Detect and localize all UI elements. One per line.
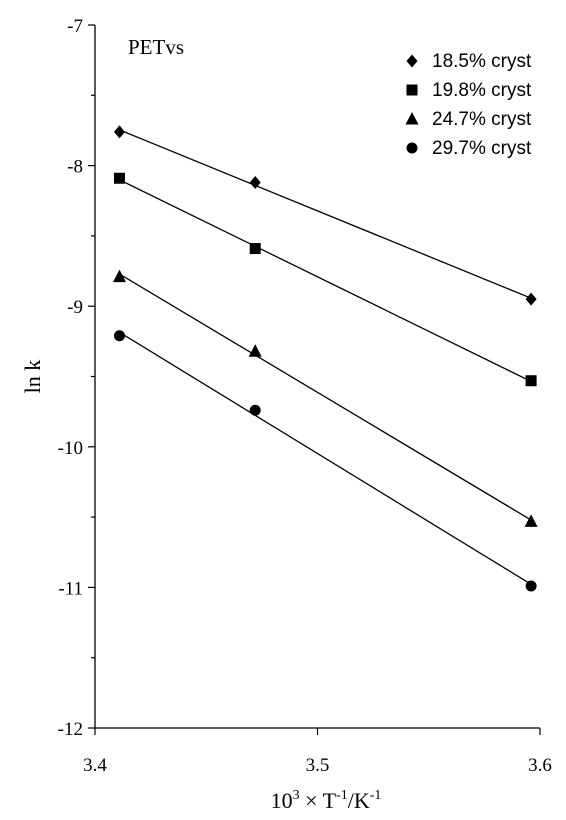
x-tick-label: 3.5 (306, 755, 330, 776)
data-point-diamond (525, 292, 537, 306)
x-axis-label-base: 10 (271, 788, 293, 813)
axes (94, 25, 540, 729)
legend-label: 18.5% cryst (432, 51, 532, 72)
data-point-triangle (524, 514, 538, 527)
x-axis-label-exp3: -1 (370, 788, 382, 803)
fit-lines (119, 129, 532, 585)
legend-label: 24.7% cryst (432, 109, 532, 130)
y-tick-label: -12 (58, 719, 83, 740)
chart-annotation: PETvs (128, 35, 184, 59)
y-axis-label: ln k (20, 360, 45, 394)
legend-marker-diamond (406, 54, 418, 68)
x-tick-label: 3.4 (83, 755, 107, 776)
x-axis-label-times: × T (300, 788, 337, 813)
data-point-circle (525, 580, 537, 592)
data-point-circle (249, 404, 261, 416)
data-point-square (113, 172, 125, 184)
y-tick-label: -10 (58, 438, 83, 459)
fit-line (119, 331, 532, 585)
y-tick-label: -9 (67, 297, 83, 318)
x-axis-label-unit: /K (348, 788, 370, 813)
legend-marker-triangle (405, 112, 419, 125)
data-point-triangle (112, 269, 126, 283)
legend-label: 29.7% cryst (432, 138, 532, 159)
data-point-triangle (248, 344, 262, 357)
legend: 18.5% cryst 19.8% cryst 24.7% cryst 29.7% c… (405, 51, 532, 159)
x-axis-label-exp2: -1 (336, 788, 348, 803)
data-point-square (525, 375, 537, 387)
ticks: -7 -8 -9 -10 -11 -123.4 3.5 3.6 (58, 16, 552, 776)
legend-label: 19.8% cryst (432, 80, 532, 101)
x-axis-label-exp: 3 (293, 788, 300, 803)
legend-marker-square (406, 84, 418, 96)
fit-line (119, 273, 532, 521)
data-point-diamond (249, 175, 261, 189)
fit-line (119, 129, 532, 299)
data-point-square (249, 243, 261, 255)
x-axis-label: 103 × T-1/K-1 (271, 788, 382, 813)
data-point-circle (113, 330, 125, 342)
legend-marker-circle (406, 142, 418, 154)
y-tick-label: -8 (67, 157, 83, 178)
x-tick-label: 3.6 (528, 755, 552, 776)
data-point-diamond (113, 125, 125, 139)
y-tick-label: -11 (58, 578, 83, 599)
y-tick-label: -7 (67, 16, 83, 37)
fit-line (119, 179, 532, 383)
data-points (112, 125, 538, 592)
